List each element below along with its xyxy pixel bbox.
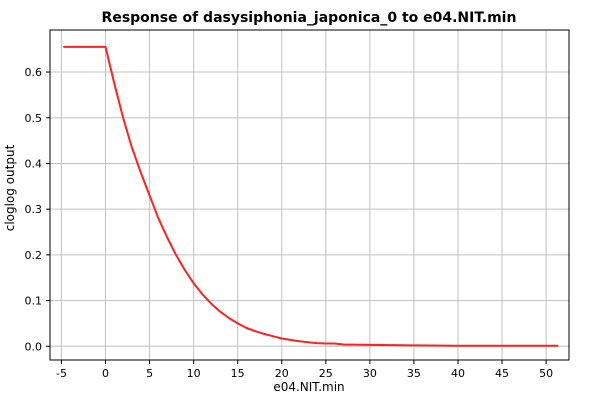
x-axis-label: e04.NIT.min [273, 380, 344, 394]
x-tick-label: 35 [407, 367, 421, 380]
chart-title: Response of dasysiphonia_japonica_0 to e… [102, 10, 517, 26]
x-tick-label: -5 [56, 367, 67, 380]
x-tick-label: 30 [363, 367, 377, 380]
y-tick-label: 0.2 [25, 249, 43, 262]
grid-layer [50, 30, 569, 360]
x-tick-label: 5 [146, 367, 153, 380]
y-tick-label: 0.0 [25, 340, 43, 353]
ticks-layer: -5 0 5 10 15 20 25 30 35 40 45 50 0.0 0.1 0.2 0.3 0.4 0.5… [25, 66, 554, 380]
y-axis-label: cloglog output [3, 144, 17, 231]
x-tick-label: 50 [539, 367, 553, 380]
y-tick-label: 0.3 [25, 203, 43, 216]
y-tick-label: 0.4 [25, 157, 43, 170]
x-tick-label: 10 [187, 367, 201, 380]
y-tick-label: 0.5 [25, 112, 43, 125]
x-tick-label: 0 [102, 367, 109, 380]
x-tick-label: 20 [275, 367, 289, 380]
series-layer [63, 45, 559, 347]
plot-frame [49, 29, 570, 361]
x-tick-label: 40 [451, 367, 465, 380]
x-tick-label: 45 [495, 367, 509, 380]
x-tick-label: 15 [231, 367, 245, 380]
y-tick-label: 0.6 [25, 66, 43, 79]
x-tick-label: 25 [319, 367, 333, 380]
response-curve [63, 45, 559, 347]
y-tick-label: 0.1 [25, 295, 43, 308]
